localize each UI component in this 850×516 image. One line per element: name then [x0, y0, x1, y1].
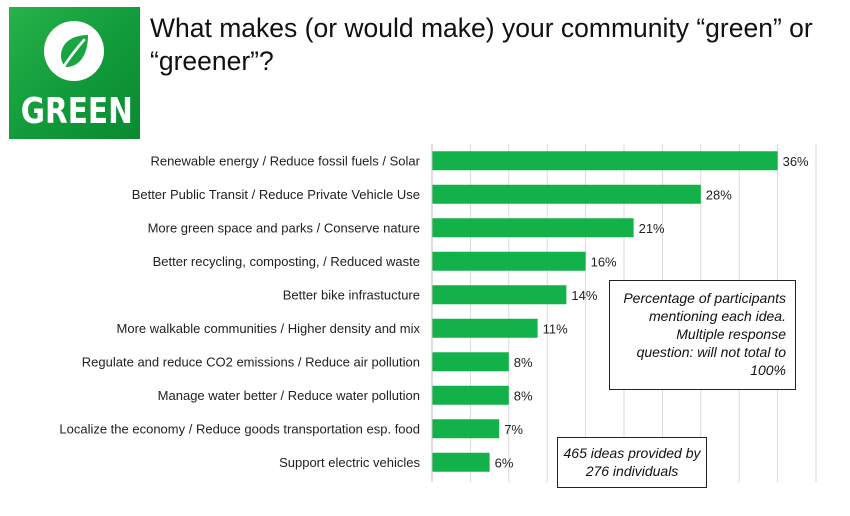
bar: [432, 318, 538, 338]
category-label: Renewable energy / Reduce fossil fuels /…: [150, 153, 420, 168]
bar: [432, 352, 509, 372]
category-label: Support electric vehicles: [279, 455, 420, 470]
bar: [432, 184, 701, 204]
value-label: 7%: [504, 422, 523, 437]
value-label: 8%: [514, 388, 533, 403]
percentage-note: Percentage of participants mentioning ea…: [609, 280, 796, 390]
category-label: Manage water better / Reduce water pollu…: [158, 388, 420, 403]
value-label: 16%: [591, 254, 617, 269]
bar: [432, 419, 500, 439]
value-label: 21%: [639, 221, 665, 236]
green-logo: GREEN: [9, 7, 140, 139]
ideas-note: 465 ideas provided by 276 individuals: [557, 437, 707, 488]
chart-value-labels: 36% 28% 21% 16% 14% 11% 8% 8% 7% 6%: [495, 154, 809, 471]
value-label: 36%: [783, 154, 809, 169]
value-label: 11%: [543, 321, 568, 336]
category-label: Better bike infrastucture: [283, 287, 420, 302]
logo-circle: [44, 21, 104, 81]
category-label: More walkable communities / Higher densi…: [117, 321, 421, 336]
category-label: Regulate and reduce CO2 emissions / Redu…: [82, 354, 420, 369]
leaf-icon: [60, 35, 88, 71]
bar: [432, 452, 490, 472]
bar: [432, 251, 586, 271]
bar: [432, 151, 778, 171]
bar: [432, 218, 634, 238]
value-label: 6%: [495, 455, 514, 470]
bar: [432, 385, 509, 405]
category-label: More green space and parks / Conserve na…: [148, 220, 420, 235]
value-label: 8%: [514, 355, 533, 370]
category-label: Localize the economy / Reduce goods tran…: [59, 421, 420, 436]
logo-text: GREEN: [20, 91, 133, 132]
category-label: Better recycling, composting, / Reduced …: [153, 254, 420, 269]
chart-category-labels: Renewable energy / Reduce fossil fuels /…: [59, 153, 420, 470]
value-label: 14%: [571, 288, 597, 303]
chart-bars: [432, 151, 778, 472]
category-label: Better Public Transit / Reduce Private V…: [132, 187, 420, 202]
bar: [432, 285, 567, 305]
page-title: What makes (or would make) your communit…: [150, 13, 813, 76]
value-label: 28%: [706, 187, 732, 202]
